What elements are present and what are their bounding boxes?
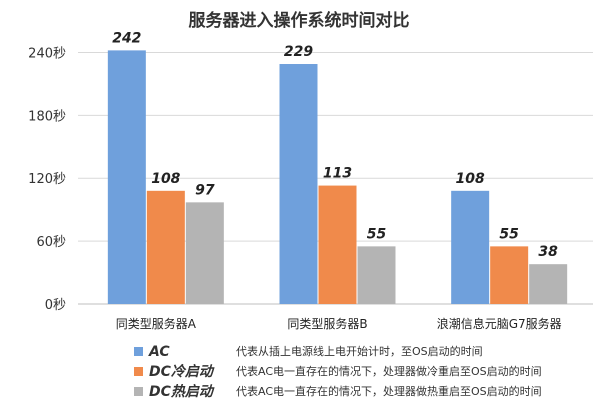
- data-label: 229: [284, 44, 313, 60]
- legend-series-name: DC冷启动: [149, 363, 215, 380]
- data-label: 55: [499, 226, 519, 242]
- bar: [357, 246, 396, 304]
- data-label: 113: [323, 166, 352, 182]
- y-tick-label: 60秒: [36, 235, 66, 250]
- legend-series-name: AC: [148, 344, 170, 360]
- data-label: 242: [112, 30, 141, 46]
- x-tick-label: 同类型服务器B: [287, 316, 367, 331]
- bar: [185, 202, 224, 304]
- legend-description: 代表从插上电源线上电开始计时，至OS启动的时间: [236, 344, 483, 358]
- y-tick-label: 180秒: [28, 109, 66, 124]
- legend-description: 代表AC电一直存在的情况下，处理器做冷重启至OS启动的时间: [236, 364, 542, 378]
- y-axis-tick-labels: 0秒 60秒 120秒 180秒 240秒: [28, 46, 66, 313]
- x-tick-label: 同类型服务器A: [116, 316, 197, 331]
- chart-title: 服务器进入操作系统时间对比: [189, 10, 410, 31]
- x-axis-tick-labels: 同类型服务器A 同类型服务器B 浪潮信息元脑G7服务器: [116, 316, 562, 331]
- legend-series-name: DC热启动: [149, 383, 215, 400]
- bar: [318, 185, 357, 304]
- legend-description: 代表AC电一直存在的情况下，处理器做热重启至OS启动的时间: [236, 384, 542, 398]
- x-tick-label: 浪潮信息元脑G7服务器: [437, 316, 562, 331]
- bar: [529, 264, 568, 304]
- y-tick-label: 120秒: [28, 172, 66, 187]
- data-label: 38: [538, 244, 558, 260]
- data-label: 55: [367, 226, 387, 242]
- data-label: 108: [456, 171, 485, 187]
- legend-swatch: [134, 387, 143, 396]
- bar: [451, 190, 490, 304]
- legend-swatch: [134, 347, 143, 356]
- y-tick-label: 240秒: [28, 46, 66, 61]
- y-tick-label: 0秒: [45, 298, 66, 313]
- data-labels: 242 108 97 229 113 55 108 55 38: [112, 30, 558, 260]
- bar: [146, 190, 185, 304]
- bar: [107, 50, 146, 304]
- bar: [279, 64, 318, 305]
- data-label: 108: [151, 171, 180, 187]
- legend-swatch: [134, 367, 143, 376]
- bar: [490, 246, 529, 304]
- bars: [107, 50, 568, 305]
- data-label: 97: [195, 182, 215, 198]
